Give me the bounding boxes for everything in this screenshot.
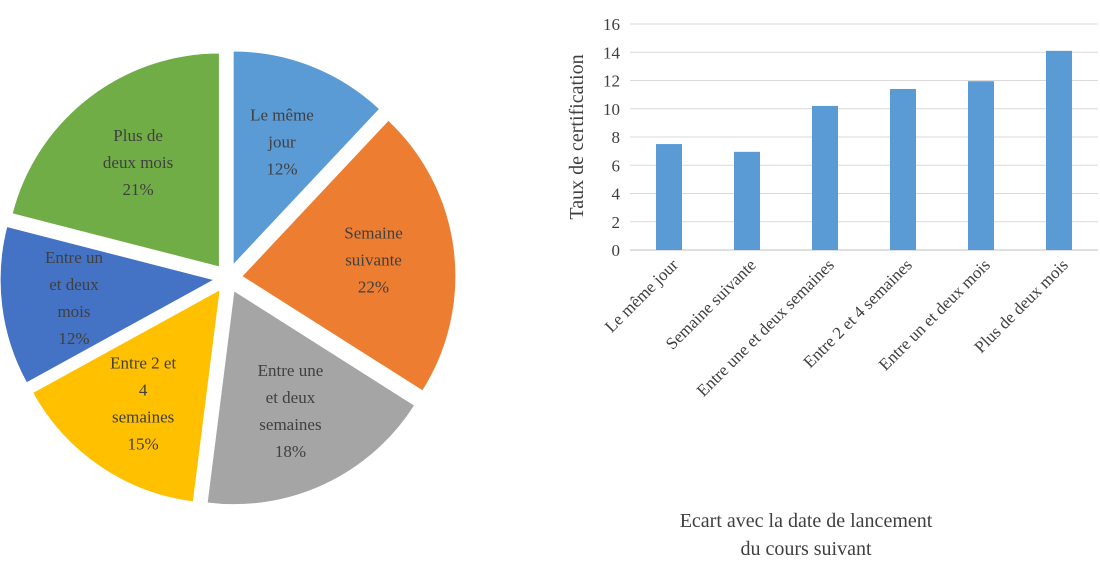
bar-le-meme-jour: [656, 144, 682, 250]
pie-label-entre-2-et-4-semaines: Entre 2 et 4 semaines 15%: [110, 353, 176, 453]
pie-label-entre-un-et-deux-mois: Entre un et deux mois 12%: [45, 248, 104, 348]
y-tick-label: 6: [612, 156, 621, 175]
y-tick-label: 12: [603, 72, 620, 91]
pie-label-plus-de-deux-mois: Plus de deux mois 21%: [103, 126, 173, 199]
pie-chart: Le même jour 12% Semaine suivante 22% Entre un…: [0, 50, 457, 506]
pie-slice-entre-un-et-deux-mois: [0, 225, 216, 384]
y-tick-label: 16: [603, 15, 620, 34]
y-tick-label: 8: [612, 128, 621, 147]
y-axis-title: Taux de certification: [566, 54, 588, 219]
pie-slice-entre-une-et-deux-semaines: [206, 289, 416, 506]
pie-label-entre-une-et-deux-semaines: Entre une et deux semaines 18%: [258, 361, 324, 461]
pie-slice-plus-de-deux-mois: [11, 52, 220, 268]
bar-semaine-suivante: [734, 151, 760, 250]
x-tick-label-entre-une-et-deux-semaines: Entre une et deux semaines: [693, 255, 838, 400]
bar-plus-de-deux-mois: [1046, 50, 1072, 251]
bar-entre-2-et-4-semaines: [890, 88, 916, 250]
pie-label-le-meme-jour: Le même jour 12%: [250, 106, 314, 179]
pie-slice-le-meme-jour: [232, 50, 381, 267]
y-tick-label: 10: [603, 100, 620, 119]
pie-label-semaine-suivante: Semaine suivante 22%: [344, 224, 403, 297]
bar-entre-une-et-deux-semaines: [812, 105, 838, 250]
bar-entre-un-et-deux-mois: [968, 81, 994, 250]
pie-slice-semaine-suivante: [241, 119, 457, 392]
y-tick-label: 4: [612, 185, 621, 204]
x-axis-title: Ecart avec la date de lancement du cours …: [680, 510, 933, 560]
pie-slice-entre-2-et-4-semaines: [31, 288, 221, 503]
x-tick-label-le-meme-jour: Le même jour: [601, 255, 682, 336]
y-tick-label: 0: [612, 241, 621, 260]
y-tick-label: 14: [603, 43, 621, 62]
y-tick-label: 2: [612, 213, 621, 232]
